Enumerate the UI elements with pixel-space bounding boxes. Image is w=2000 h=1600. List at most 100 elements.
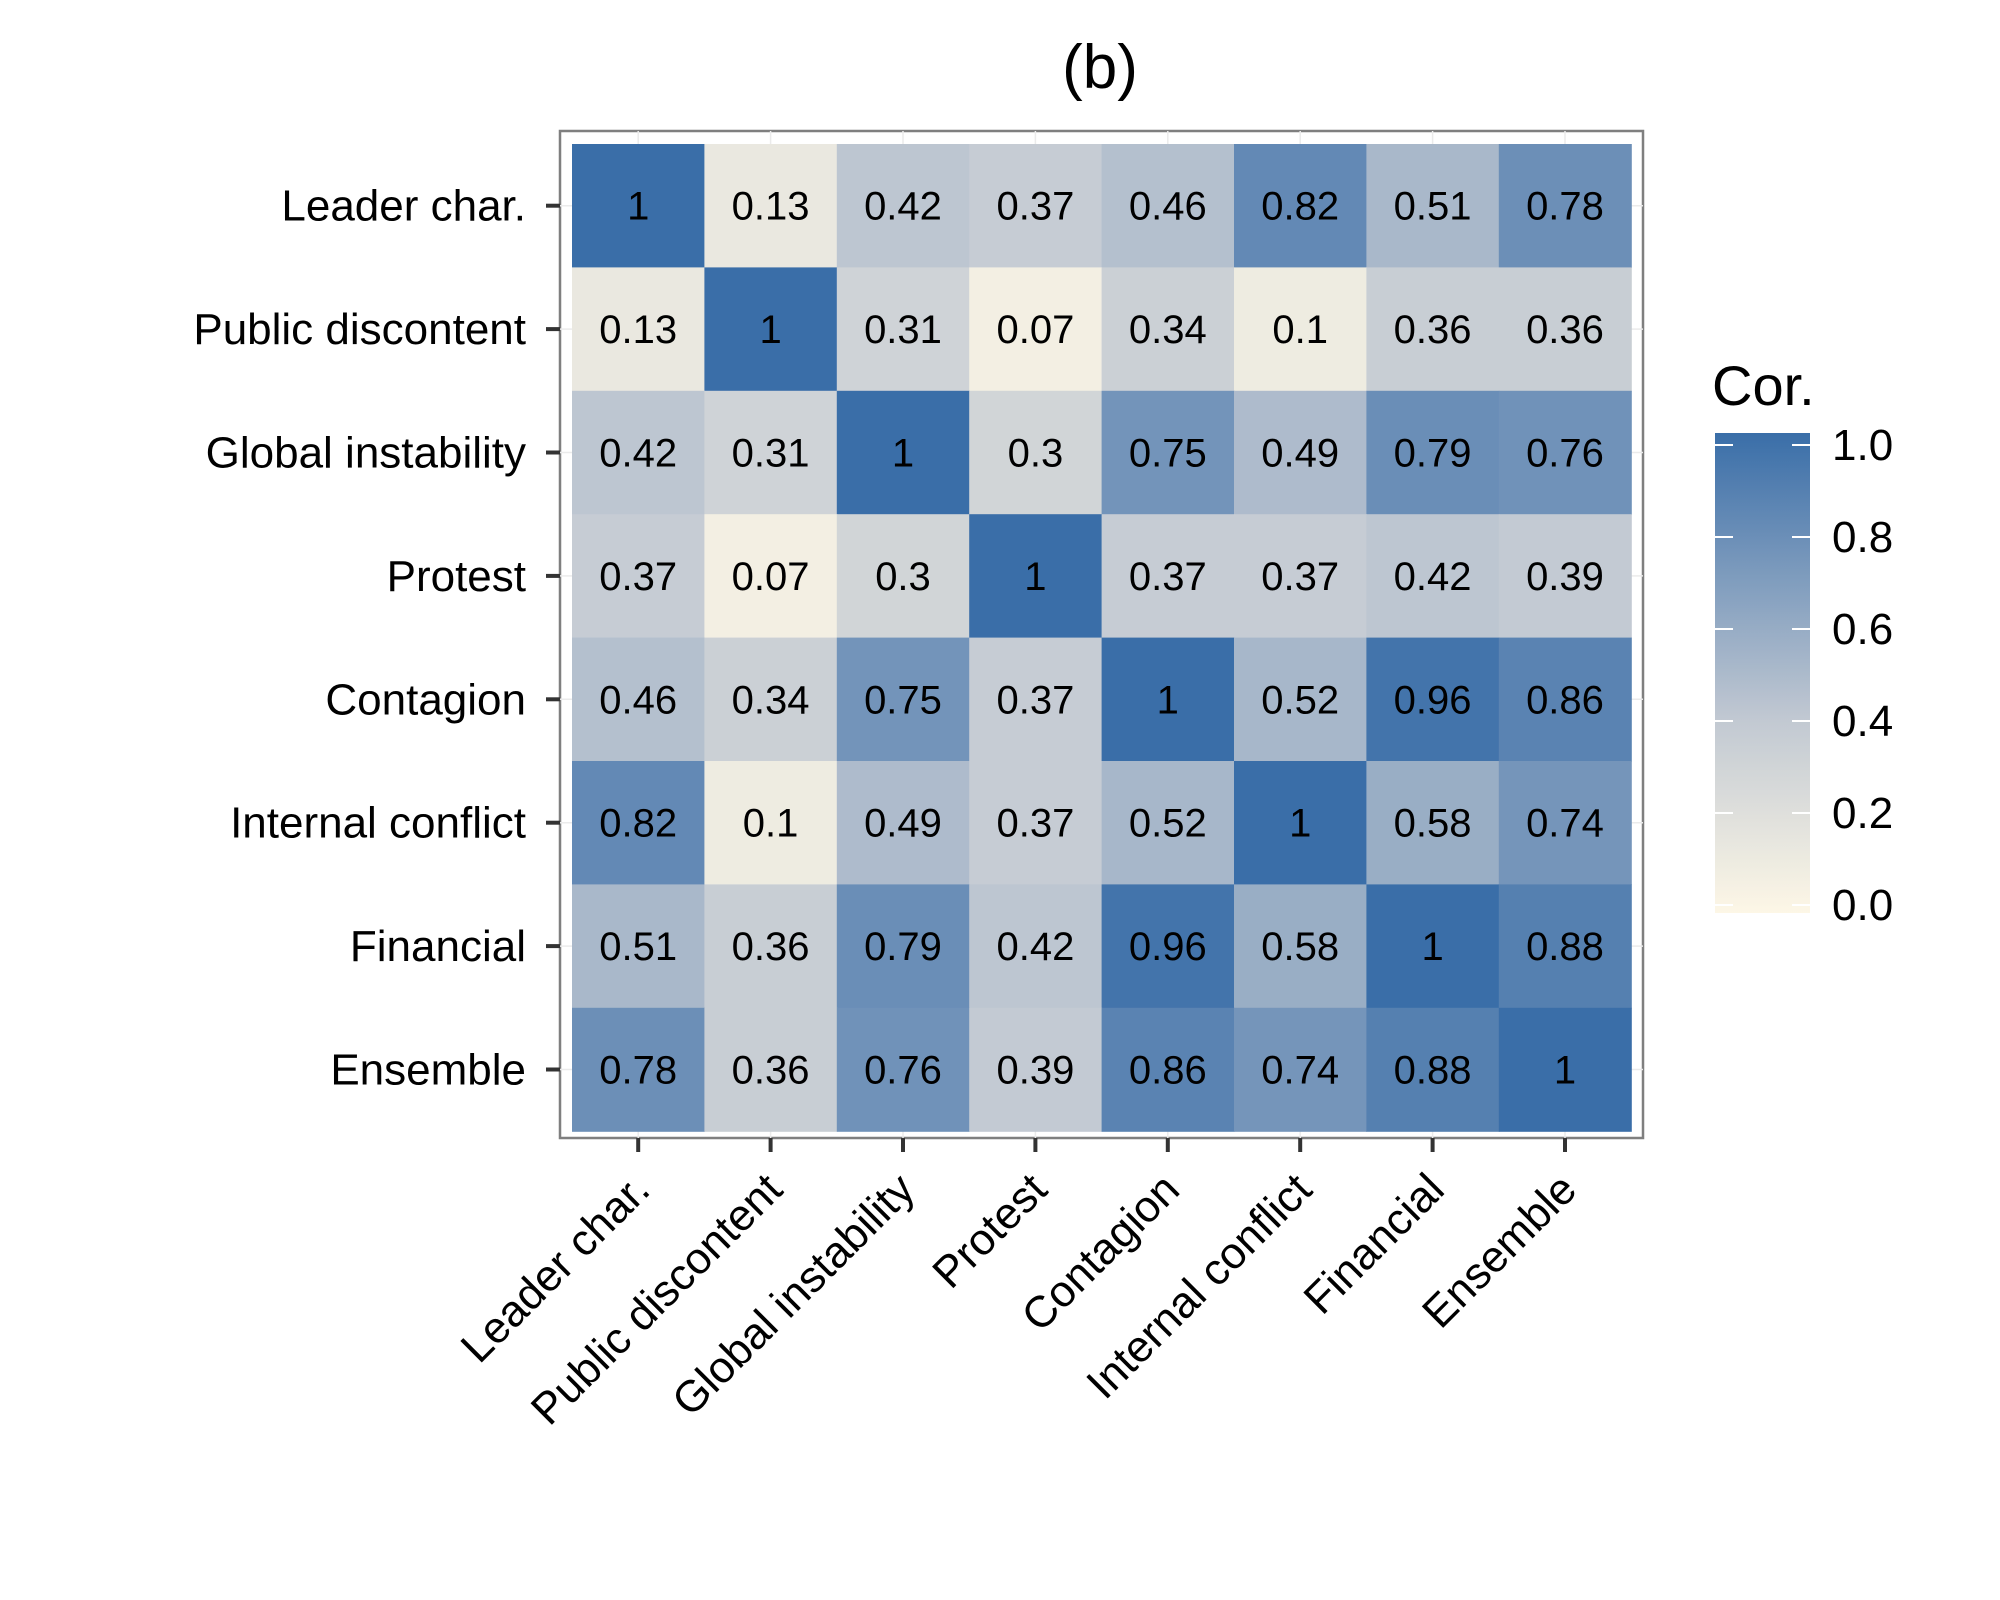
legend-tick-label: 0.2 — [1832, 789, 1893, 838]
cell-value-label: 0.37 — [1261, 555, 1339, 599]
cell-value-label: 0.96 — [1394, 678, 1472, 722]
legend-title: Cor. — [1712, 354, 1815, 417]
color-legend: Cor. 1.0 0.8 0.6 0.4 0.2 0.0 — [1712, 354, 1893, 930]
cell-value-label: 0.37 — [599, 555, 677, 599]
heatmap-cell — [1366, 1007, 1500, 1132]
heatmap-cell — [836, 637, 970, 762]
cell-value-label: 0.58 — [1261, 925, 1339, 969]
heatmap-cell — [1498, 884, 1632, 1009]
heatmap-cell — [704, 514, 838, 639]
heatmap-cell — [969, 637, 1103, 762]
cell-value-label: 0.75 — [864, 678, 942, 722]
cell-value-label: 0.36 — [1394, 308, 1472, 352]
heatmap-cell — [836, 144, 970, 268]
heatmap-cell — [836, 1007, 970, 1132]
legend-tick-label: 0.4 — [1832, 697, 1893, 746]
cell-value-label: 0.1 — [1272, 308, 1328, 352]
y-tick-label: Public discontent — [193, 305, 526, 354]
heatmap-cell — [1498, 514, 1632, 639]
cell-value-label: 1 — [627, 185, 649, 229]
cell-value-label: 1 — [759, 308, 781, 352]
heatmap-cell — [1234, 267, 1367, 392]
cell-value-label: 0.42 — [599, 432, 677, 476]
cell-value-label: 1 — [1554, 1049, 1576, 1093]
heatmap-cell — [1234, 144, 1367, 268]
cell-value-label: 0.86 — [1129, 1049, 1207, 1093]
heatmap-cell — [572, 390, 705, 515]
legend-tick-label: 1.0 — [1832, 421, 1893, 470]
cell-value-label: 0.86 — [1526, 678, 1604, 722]
heatmap-cells — [572, 144, 1632, 1132]
cell-value-label: 0.42 — [864, 185, 942, 229]
x-tick-label: Internal conflict — [1077, 1164, 1321, 1408]
heatmap-cell — [836, 390, 970, 515]
heatmap-cell — [572, 267, 705, 392]
cell-value-label: 0.37 — [996, 185, 1074, 229]
cell-value-label: 1 — [1157, 678, 1179, 722]
cell-value-label: 1 — [1421, 925, 1443, 969]
heatmap-cell — [1366, 761, 1500, 885]
cell-value-label: 0.88 — [1394, 1049, 1472, 1093]
cell-value-label: 1 — [1024, 555, 1046, 599]
x-tick-label: Global instability — [663, 1164, 924, 1425]
heatmap-cell — [704, 267, 838, 392]
heatmap-cell — [1234, 761, 1367, 885]
cell-value-label: 0.52 — [1261, 678, 1339, 722]
heatmap-cell — [836, 884, 970, 1009]
cell-value-label: 1 — [892, 432, 914, 476]
cell-value-label: 0.07 — [996, 308, 1074, 352]
heatmap-cell — [1234, 514, 1367, 639]
cell-value-label: 0.82 — [599, 802, 677, 846]
cell-value-label: 0.3 — [875, 555, 931, 599]
cell-value-label: 0.79 — [864, 925, 942, 969]
cell-value-label: 0.36 — [1526, 308, 1604, 352]
heatmap-cell — [969, 267, 1103, 392]
heatmap-cell — [1366, 390, 1500, 515]
cell-value-label: 0.36 — [732, 925, 810, 969]
heatmap-cell — [704, 144, 838, 268]
y-axis: Leader char. Public discontent Global inst… — [193, 182, 560, 1095]
cell-value-label: 0.39 — [996, 1049, 1074, 1093]
heatmap-cell — [1234, 637, 1367, 762]
heatmap-cell — [836, 761, 970, 885]
cell-value-label: 0.76 — [1526, 432, 1604, 476]
x-tick-label: Protest — [923, 1164, 1056, 1297]
heatmap-cell — [572, 761, 705, 885]
heatmap-cell — [1498, 761, 1632, 885]
heatmap-cell — [1101, 637, 1235, 762]
cell-value-label: 0.39 — [1526, 555, 1604, 599]
heatmap-cell — [704, 761, 838, 885]
heatmap-cell — [704, 390, 838, 515]
y-tick-label: Internal conflict — [230, 799, 526, 848]
heatmap-cell — [704, 884, 838, 1009]
cell-value-label: 0.37 — [996, 802, 1074, 846]
heatmap-cell — [1498, 267, 1632, 392]
heatmap-cell — [1101, 267, 1235, 392]
legend-colorbar — [1715, 433, 1810, 913]
heatmap-cell — [572, 884, 705, 1009]
y-tick-label: Leader char. — [281, 182, 526, 231]
cell-value-label: 0.34 — [1129, 308, 1207, 352]
heatmap-cell — [704, 637, 838, 762]
cell-value-label: 1 — [1289, 802, 1311, 846]
cell-value-label: 0.52 — [1129, 802, 1207, 846]
cell-value-label: 0.51 — [1394, 185, 1472, 229]
heatmap-cell — [1498, 637, 1632, 762]
cell-value-label: 0.13 — [599, 308, 677, 352]
legend-ticks: 1.0 0.8 0.6 0.4 0.2 0.0 — [1715, 421, 1893, 930]
cell-value-label: 0.42 — [996, 925, 1074, 969]
heatmap-cell — [1234, 1007, 1367, 1132]
heatmap-cell — [1101, 144, 1235, 268]
cell-value-label: 0.46 — [599, 678, 677, 722]
heatmap-cell — [1498, 390, 1632, 515]
heatmap-cell — [1366, 267, 1500, 392]
cell-value-label: 0.79 — [1394, 432, 1472, 476]
cell-value-label: 0.74 — [1526, 802, 1604, 846]
legend-tick-label: 0.8 — [1832, 513, 1893, 562]
y-tick-label: Financial — [350, 922, 526, 971]
heatmap-cell — [969, 761, 1103, 885]
heatmap-cell — [836, 267, 970, 392]
y-tick-label: Ensemble — [330, 1046, 526, 1095]
